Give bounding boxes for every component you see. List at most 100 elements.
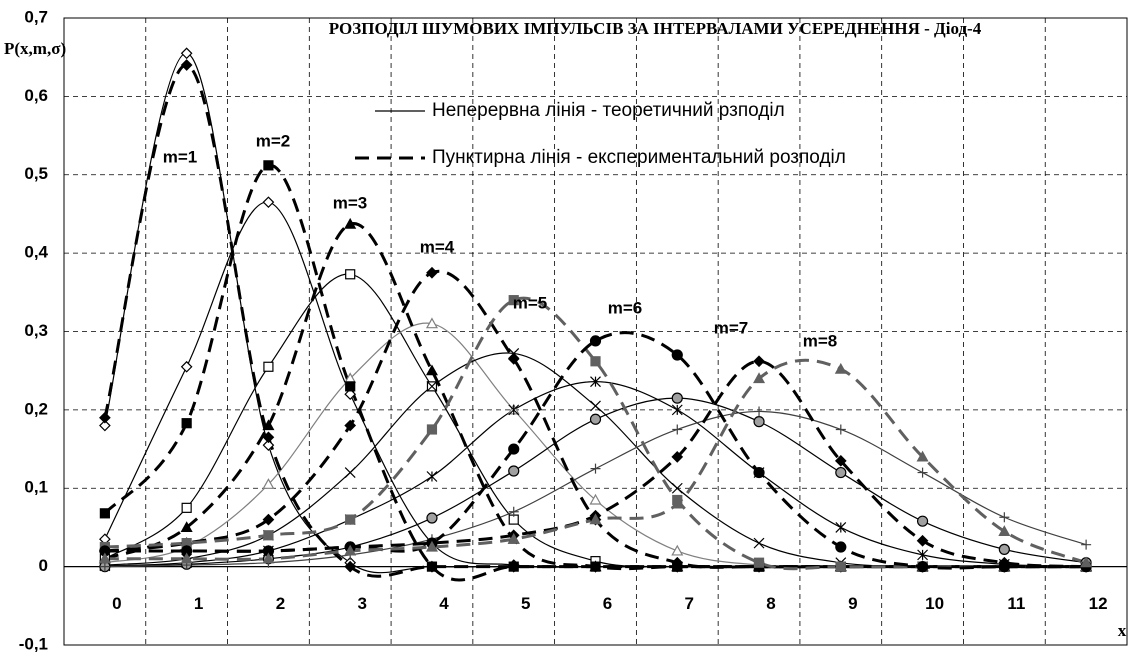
x-tick-label: 12 <box>1089 594 1108 613</box>
y-tick-label: 0,2 <box>24 399 48 418</box>
marker <box>262 478 275 489</box>
experimental-line <box>104 269 1087 569</box>
marker <box>507 532 520 544</box>
marker <box>344 217 357 229</box>
marker <box>671 482 683 494</box>
y-tick-label: 0,4 <box>24 243 48 262</box>
x-tick-label: 8 <box>766 594 775 613</box>
marker <box>999 512 1010 523</box>
x-tick-label: 0 <box>112 594 121 613</box>
y-tick-label: 0,3 <box>24 321 48 340</box>
x-tick-label: 2 <box>276 594 285 613</box>
marker <box>180 552 193 564</box>
marker <box>180 360 193 373</box>
marker <box>590 463 601 474</box>
marker <box>344 560 357 573</box>
marker <box>916 450 929 462</box>
x-tick-label: 7 <box>685 594 694 613</box>
marker <box>835 541 847 553</box>
marker <box>671 392 683 404</box>
marker <box>916 515 929 527</box>
annotation: m=3 <box>333 193 368 212</box>
marker <box>180 521 193 533</box>
marker <box>754 406 765 417</box>
marker <box>998 543 1010 555</box>
marker <box>835 424 846 435</box>
marker <box>426 266 438 279</box>
marker <box>916 561 929 573</box>
marker <box>835 522 847 533</box>
marker <box>508 404 520 416</box>
marker <box>508 465 520 477</box>
marker <box>262 439 275 451</box>
y-tick-label: 0 <box>39 556 48 575</box>
marker <box>508 295 519 306</box>
marker <box>262 513 275 526</box>
y-tick-label: -0,1 <box>19 634 48 653</box>
marker <box>426 424 438 435</box>
marker <box>753 372 766 384</box>
x-tick-label: 11 <box>1007 594 1025 613</box>
marker <box>589 513 602 525</box>
marker <box>671 349 683 361</box>
marker <box>180 59 193 71</box>
marker <box>589 560 602 572</box>
marker <box>180 47 193 60</box>
marker <box>753 537 765 549</box>
annotation: m=7 <box>714 318 749 337</box>
marker <box>672 424 683 435</box>
marker <box>263 160 274 171</box>
marker <box>262 552 275 564</box>
annotation: m=1 <box>163 147 198 166</box>
marker <box>99 411 111 424</box>
x-tick-label: 6 <box>603 594 612 613</box>
marker <box>263 361 274 372</box>
marker <box>753 355 765 368</box>
marker <box>998 556 1011 569</box>
marker <box>425 364 438 376</box>
marker <box>835 466 847 479</box>
marker <box>671 451 684 463</box>
marker <box>345 381 356 392</box>
marker <box>916 534 929 547</box>
marker <box>99 419 111 432</box>
marker <box>753 557 765 568</box>
marker <box>263 530 274 541</box>
annotation: m=4 <box>420 237 455 256</box>
marker <box>344 388 357 401</box>
annotation: m=2 <box>256 131 291 150</box>
x-tick-label: 4 <box>439 594 449 613</box>
x-axis-label: x <box>1118 621 1127 640</box>
marker <box>671 497 684 509</box>
marker <box>998 525 1011 536</box>
y-tick-label: 0,1 <box>24 478 48 497</box>
marker <box>835 561 846 572</box>
marker <box>262 196 275 209</box>
marker <box>425 540 438 552</box>
marker <box>508 506 519 517</box>
marker <box>344 544 357 556</box>
marker <box>589 493 602 505</box>
marker <box>425 317 438 329</box>
marker <box>1080 556 1093 568</box>
marker <box>671 544 684 556</box>
marker <box>99 508 110 519</box>
marker <box>426 512 438 524</box>
marker <box>834 454 847 467</box>
marker <box>426 561 438 572</box>
marker <box>262 419 275 431</box>
y-tick-label: 0,6 <box>24 86 48 105</box>
marker <box>98 552 111 564</box>
legend-label: Пунктирна лінія - експериментальний розп… <box>432 147 846 168</box>
marker <box>345 269 356 280</box>
annotation: m=6 <box>608 298 643 317</box>
annotation: m=5 <box>513 293 548 312</box>
marker <box>590 376 601 388</box>
marker <box>917 549 929 561</box>
y-axis-label: P(x,m,σ) <box>4 39 66 58</box>
x-tick-label: 3 <box>357 594 366 613</box>
marker <box>181 418 192 429</box>
x-tick-label: 9 <box>848 594 857 613</box>
